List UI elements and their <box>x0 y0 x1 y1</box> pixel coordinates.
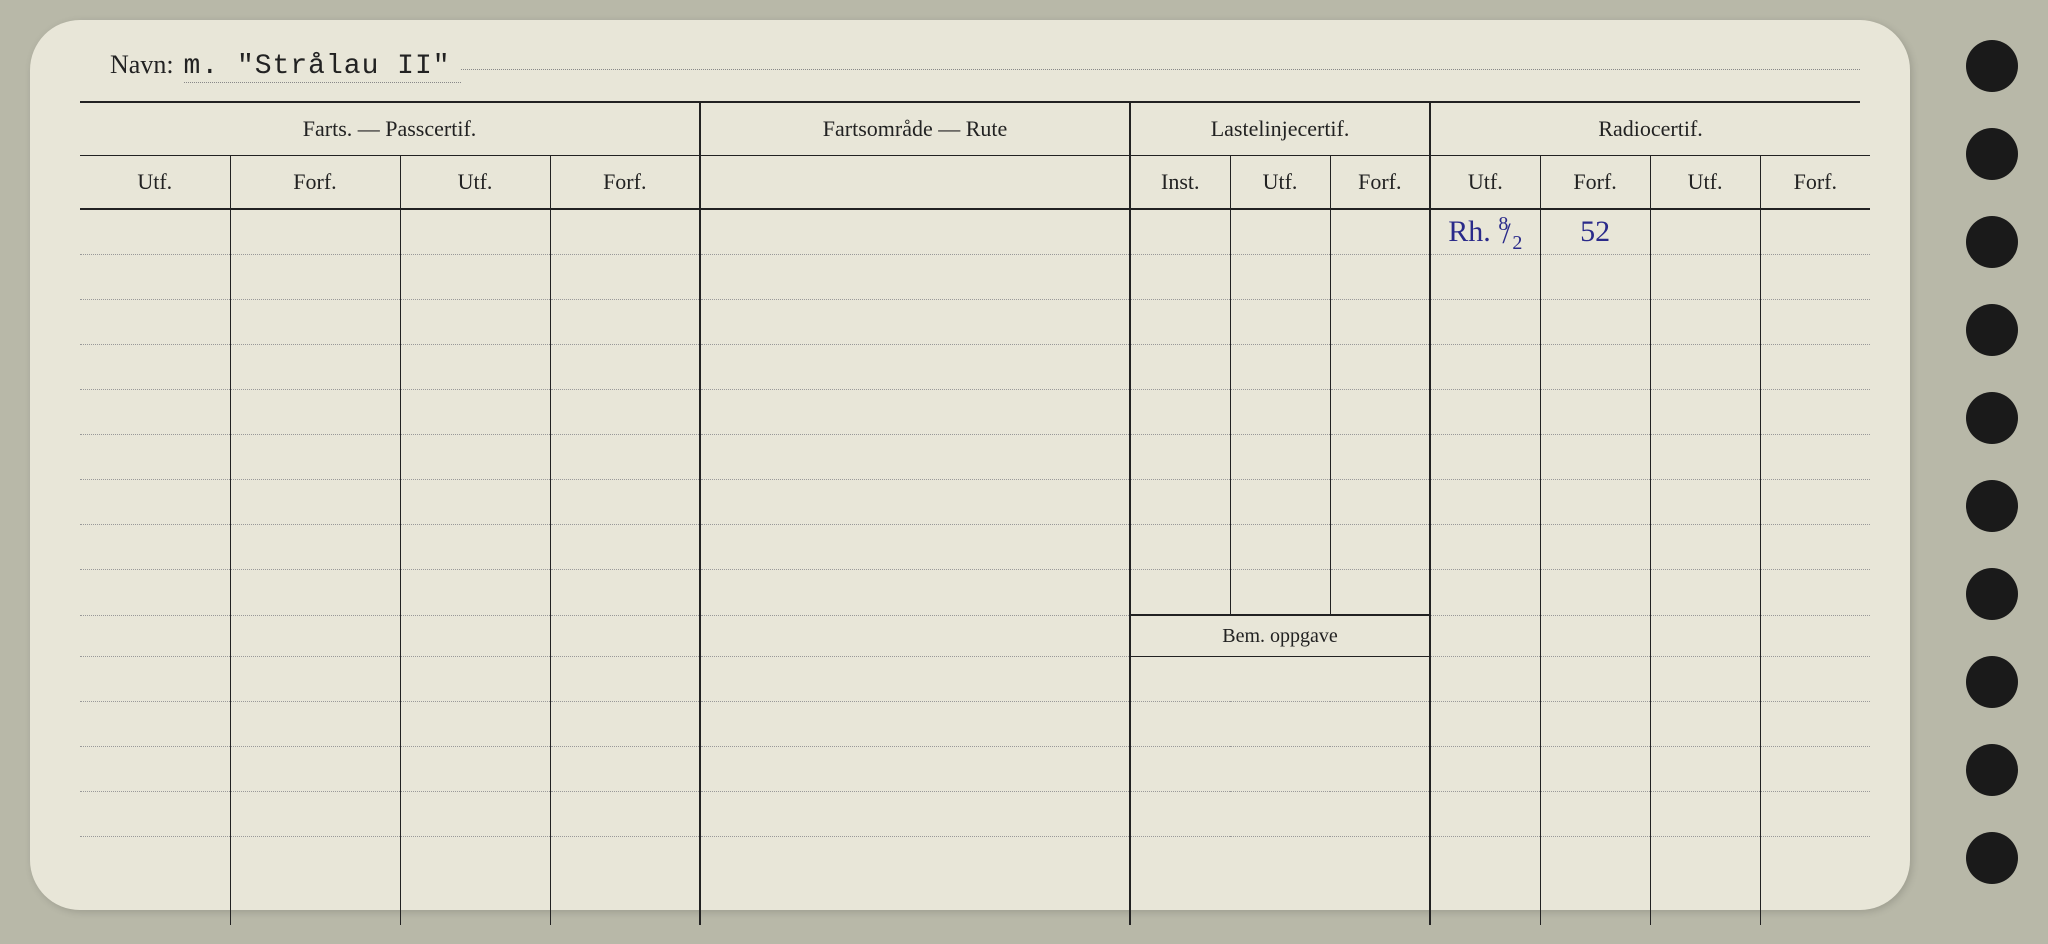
hole-icon <box>1966 744 2018 796</box>
ledger-table: Farts. — Passcertif. Fartsområde — Rute … <box>80 103 1870 925</box>
table-row <box>80 300 1870 345</box>
table-row <box>80 435 1870 480</box>
hole-icon <box>1966 128 2018 180</box>
cell <box>400 209 550 255</box>
cell <box>80 209 230 255</box>
table-row <box>80 570 1870 616</box>
cell <box>1760 209 1870 255</box>
header-fartsomrade: Fartsområde — Rute <box>700 103 1130 156</box>
hole-icon <box>1966 568 2018 620</box>
cell-radio-utf: Rh. 8 / 2 <box>1430 209 1540 255</box>
sub-utf-3: Utf. <box>1230 156 1330 210</box>
hole-icon <box>1966 40 2018 92</box>
name-value: m. "Strålau II" <box>184 51 461 83</box>
entry-fraction: 8 / 2 <box>1498 219 1522 249</box>
sub-utf-4: Utf. <box>1430 156 1540 210</box>
entry-den: 2 <box>1512 232 1522 255</box>
table-row <box>80 792 1870 837</box>
entry-prefix: Rh. <box>1448 215 1491 248</box>
sub-forf-1: Forf. <box>230 156 400 210</box>
hole-icon <box>1966 832 2018 884</box>
sub-inst: Inst. <box>1130 156 1230 210</box>
table-row <box>80 255 1870 300</box>
table-row: Rh. 8 / 2 52 <box>80 209 1870 255</box>
header-passcertif: Farts. — Passcertif. <box>80 103 700 156</box>
cell <box>1230 209 1330 255</box>
cell <box>550 209 700 255</box>
name-underline <box>461 68 1860 70</box>
hole-icon <box>1966 480 2018 532</box>
hole-icon <box>1966 216 2018 268</box>
handwritten-year: 52 <box>1580 215 1610 248</box>
cell <box>230 209 400 255</box>
cell <box>1130 209 1230 255</box>
name-row: Navn: m. "Strålau II" <box>110 50 1860 83</box>
header-radio: Radiocertif. <box>1430 103 1870 156</box>
table-row <box>80 657 1870 702</box>
name-label: Navn: <box>110 50 174 80</box>
slash-icon: / <box>1502 217 1510 251</box>
bem-oppgave-header: Bem. oppgave <box>1130 615 1430 657</box>
hole-icon <box>1966 304 2018 356</box>
table-row <box>80 525 1870 570</box>
table-row <box>80 747 1870 792</box>
bem-header-row: Bem. oppgave <box>80 615 1870 657</box>
group-header-row: Farts. — Passcertif. Fartsområde — Rute … <box>80 103 1870 156</box>
sub-utf-1: Utf. <box>80 156 230 210</box>
cell <box>1330 209 1430 255</box>
sub-rute-blank <box>700 156 1130 210</box>
sub-forf-3: Forf. <box>1330 156 1430 210</box>
hole-icon <box>1966 392 2018 444</box>
table-row <box>80 345 1870 390</box>
cell-radio-forf: 52 <box>1540 209 1650 255</box>
binder-holes <box>1966 40 2018 884</box>
table-row <box>80 702 1870 747</box>
sub-utf-2: Utf. <box>400 156 550 210</box>
table-row <box>80 480 1870 525</box>
cell <box>1650 209 1760 255</box>
sub-forf-5: Forf. <box>1760 156 1870 210</box>
ledger-table-wrap: Farts. — Passcertif. Fartsområde — Rute … <box>80 101 1860 925</box>
sub-forf-4: Forf. <box>1540 156 1650 210</box>
sub-forf-2: Forf. <box>550 156 700 210</box>
handwritten-entry: Rh. 8 / 2 <box>1448 215 1522 248</box>
header-lastelinje: Lastelinjecertif. <box>1130 103 1430 156</box>
hole-icon <box>1966 656 2018 708</box>
table-row <box>80 837 1870 882</box>
cell <box>700 209 1130 255</box>
sub-utf-5: Utf. <box>1650 156 1760 210</box>
record-card: Navn: m. "Strålau II" Farts. — Passcerti… <box>30 20 1910 910</box>
sub-header-row: Utf. Forf. Utf. Forf. Inst. Utf. Forf. U… <box>80 156 1870 210</box>
table-row <box>80 390 1870 435</box>
table-row <box>80 881 1870 925</box>
